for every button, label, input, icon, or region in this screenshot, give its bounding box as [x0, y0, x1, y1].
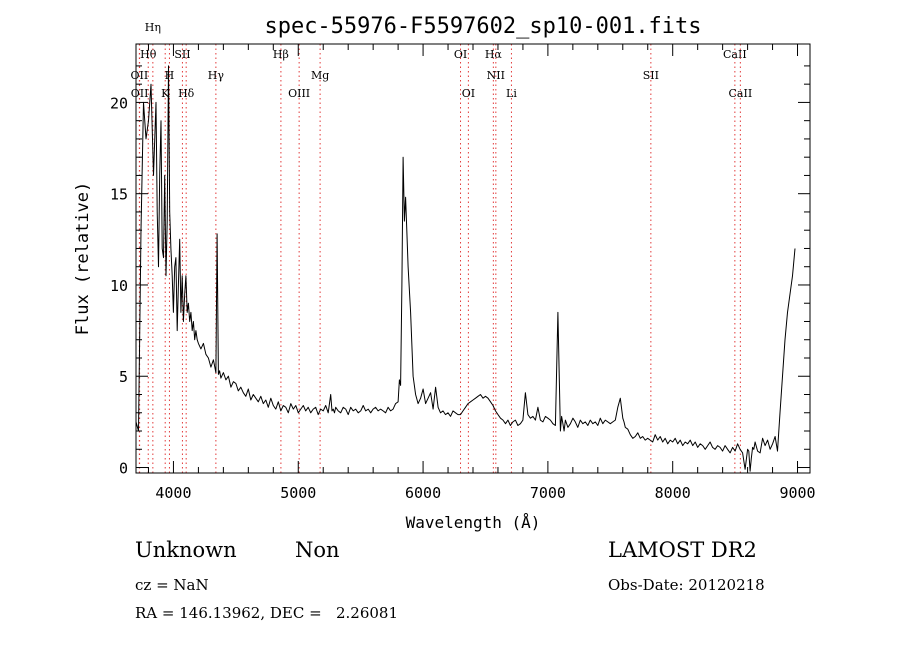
y-tick-label-3: 15 [110, 186, 128, 204]
line-label-15: NII [487, 69, 505, 82]
line-label-3: Hη [145, 21, 161, 34]
x-tick-label-4: 8000 [655, 484, 691, 502]
line-label-5: H [165, 69, 175, 82]
x-tick-label-1: 5000 [280, 484, 316, 502]
y-tick-label-2: 10 [110, 277, 128, 295]
line-label-9: Hβ [273, 48, 289, 61]
line-label-13: OI [462, 87, 475, 100]
x-tick-label-0: 4000 [155, 484, 191, 502]
line-label-19: CaII [729, 87, 753, 100]
line-label-18: CaII [723, 48, 747, 61]
y-tick-label-0: 0 [119, 460, 128, 478]
y-tick-label-1: 5 [119, 368, 128, 386]
y-axis-label: Flux (relative) [73, 182, 93, 336]
line-label-7: Hδ [178, 87, 195, 100]
object-class: Unknown [135, 538, 237, 562]
x-axis-label: Wavelength (Å) [406, 513, 541, 532]
observation-date: Obs-Date: 20120218 [608, 576, 765, 594]
object-subclass: Non [295, 538, 340, 562]
plot-frame [135, 43, 811, 474]
x-tick-label-3: 7000 [530, 484, 566, 502]
line-label-17: SII [643, 69, 659, 82]
coordinates-text: RA = 146.13962, DEC = 2.26081 [135, 604, 399, 622]
line-label-1: OII [131, 87, 149, 100]
line-label-6: SII [174, 48, 190, 61]
x-tick-label-5: 9000 [779, 484, 815, 502]
survey-name: LAMOST DR2 [608, 538, 757, 562]
line-label-11: Mg [311, 69, 329, 82]
redshift-text: cz = NaN [135, 576, 209, 594]
line-label-8: Hγ [208, 69, 225, 82]
chart-title: spec-55976-F5597602_sp10-001.fits [264, 14, 701, 39]
line-label-12: OI [454, 48, 467, 61]
spectrum-line [135, 65, 796, 472]
x-tick-label-2: 6000 [405, 484, 441, 502]
line-label-14: Hα [485, 48, 503, 61]
line-label-4: K [161, 87, 170, 100]
line-label-16: Li [506, 87, 517, 100]
y-tick-label-4: 20 [110, 94, 128, 112]
line-label-10: OIII [288, 87, 310, 100]
